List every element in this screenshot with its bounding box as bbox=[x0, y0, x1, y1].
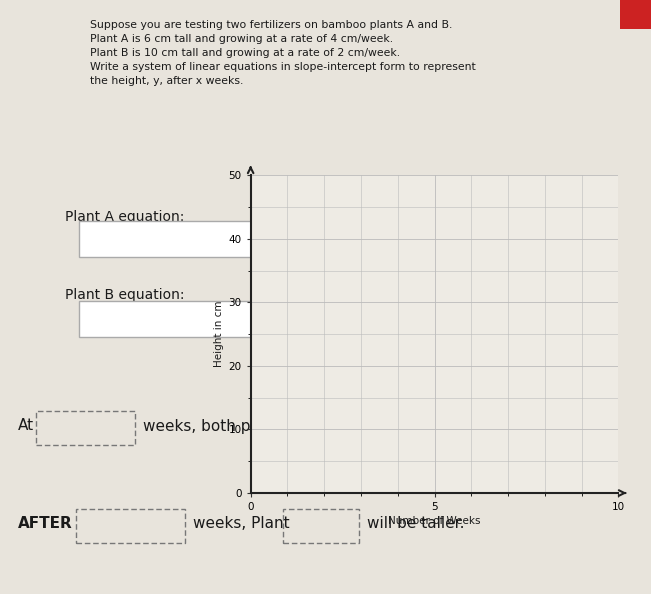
Text: y=2x+10: y=2x+10 bbox=[90, 309, 162, 324]
FancyBboxPatch shape bbox=[79, 301, 311, 337]
FancyBboxPatch shape bbox=[302, 221, 322, 257]
FancyBboxPatch shape bbox=[620, 0, 651, 29]
Text: weeks, both plants will be: weeks, both plants will be bbox=[143, 419, 342, 434]
Text: cm tall.: cm tall. bbox=[435, 419, 492, 434]
FancyBboxPatch shape bbox=[79, 221, 311, 257]
Text: weeks, Plant: weeks, Plant bbox=[193, 517, 290, 532]
Text: y=4x+6: y=4x+6 bbox=[90, 229, 153, 245]
Text: AFTER: AFTER bbox=[18, 517, 73, 532]
Text: will be taller.: will be taller. bbox=[367, 517, 465, 532]
X-axis label: Number of Weeks: Number of Weeks bbox=[388, 516, 481, 526]
Text: At: At bbox=[18, 419, 34, 434]
Y-axis label: Height in cm: Height in cm bbox=[214, 301, 225, 367]
FancyBboxPatch shape bbox=[302, 301, 322, 337]
Text: Suppose you are testing two fertilizers on bamboo plants A and B.
Plant A is 6 c: Suppose you are testing two fertilizers … bbox=[90, 20, 476, 86]
Text: Plant B equation:: Plant B equation: bbox=[65, 288, 184, 302]
Text: Plant A equation:: Plant A equation: bbox=[65, 210, 184, 224]
